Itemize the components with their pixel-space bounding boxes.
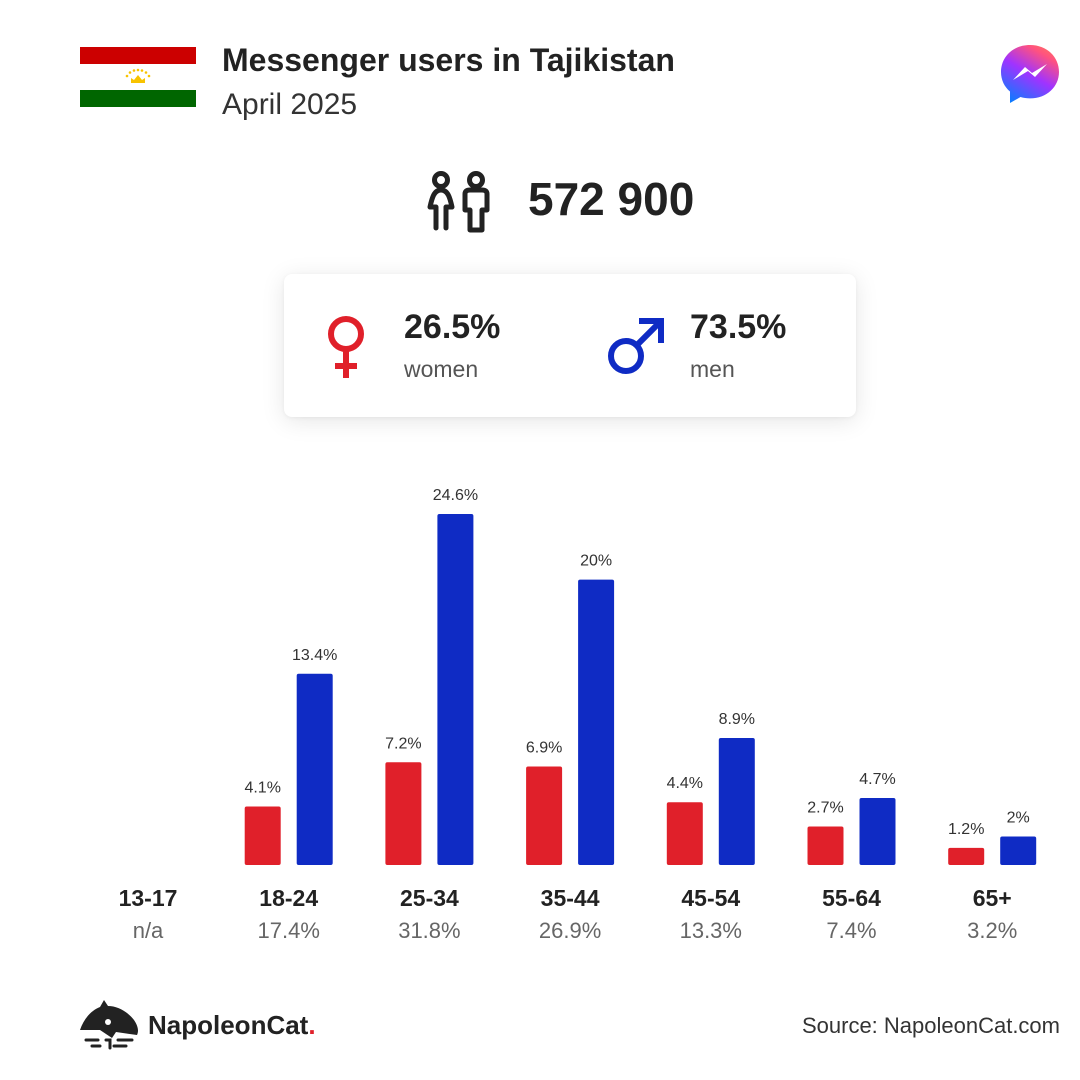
age-distribution-chart: 13-17 n/a 4.1% 13.4% 18-24 17.4% 7.2% 24.6% 25-3… xyxy=(119,487,1037,943)
people-icon xyxy=(427,171,490,233)
brand-dot: . xyxy=(308,1010,316,1040)
bar-men xyxy=(859,797,896,865)
age-category-label: 65+ xyxy=(973,885,1012,911)
bar-value-label: 1.2% xyxy=(948,821,984,838)
brand-name: NapoleonCat. xyxy=(148,1010,316,1041)
age-category-label: 55-64 xyxy=(822,885,881,911)
page-title: Messenger users in Tajikistan xyxy=(222,42,675,78)
women-percent: 26.5% xyxy=(404,308,501,346)
age-category-total: 3.2% xyxy=(967,918,1017,943)
female-symbol-icon xyxy=(328,316,364,378)
age-category-total: n/a xyxy=(133,918,164,943)
age-category-total: 26.9% xyxy=(539,918,601,943)
bar-women xyxy=(807,826,844,865)
tajikistan-flag-icon xyxy=(80,47,196,107)
age-category-label: 45-54 xyxy=(681,885,740,911)
messenger-logo-icon xyxy=(1001,45,1059,103)
bar-women xyxy=(526,766,563,865)
bar-women xyxy=(244,806,281,865)
age-category-total: 7.4% xyxy=(826,918,876,943)
bar-men xyxy=(296,673,333,865)
bar-value-label: 2% xyxy=(1007,809,1030,826)
men-label: men xyxy=(690,356,735,382)
gender-split-card: 26.5% women 73.5% men xyxy=(284,274,856,417)
bar-value-label: 8.9% xyxy=(719,711,755,728)
brand-text: NapoleonCat xyxy=(148,1010,309,1040)
age-category-label: 18-24 xyxy=(259,885,318,911)
male-symbol-icon xyxy=(608,318,664,374)
bar-men xyxy=(718,738,755,865)
bar-women xyxy=(385,762,422,865)
bar-value-label: 4.7% xyxy=(859,771,895,788)
total-users-value: 572 900 xyxy=(528,173,695,225)
bar-value-label: 6.9% xyxy=(526,740,562,757)
men-percent: 73.5% xyxy=(690,308,787,346)
age-category-total: 31.8% xyxy=(398,918,460,943)
bar-men xyxy=(437,514,474,865)
bar-men xyxy=(578,579,615,865)
age-category-label: 25-34 xyxy=(400,885,459,911)
bar-value-label: 13.4% xyxy=(292,647,337,664)
bar-value-label: 24.6% xyxy=(433,487,478,504)
bar-women xyxy=(948,847,985,865)
women-label: women xyxy=(404,356,479,382)
age-category-label: 13-17 xyxy=(119,885,178,911)
page-subtitle: April 2025 xyxy=(222,88,358,121)
bar-women xyxy=(666,802,703,865)
bar-value-label: 2.7% xyxy=(807,799,843,816)
age-category-total: 13.3% xyxy=(680,918,742,943)
bar-value-label: 4.4% xyxy=(667,775,703,792)
napoleoncat-logo-icon xyxy=(80,1000,138,1050)
source-text: Source: NapoleonCat.com xyxy=(801,1013,1060,1038)
bar-men xyxy=(1000,836,1037,865)
bar-value-label: 7.2% xyxy=(385,735,421,752)
age-category-total: 17.4% xyxy=(258,918,320,943)
bar-value-label: 4.1% xyxy=(244,780,280,797)
age-category-label: 35-44 xyxy=(541,885,600,911)
bar-value-label: 20% xyxy=(580,553,612,570)
